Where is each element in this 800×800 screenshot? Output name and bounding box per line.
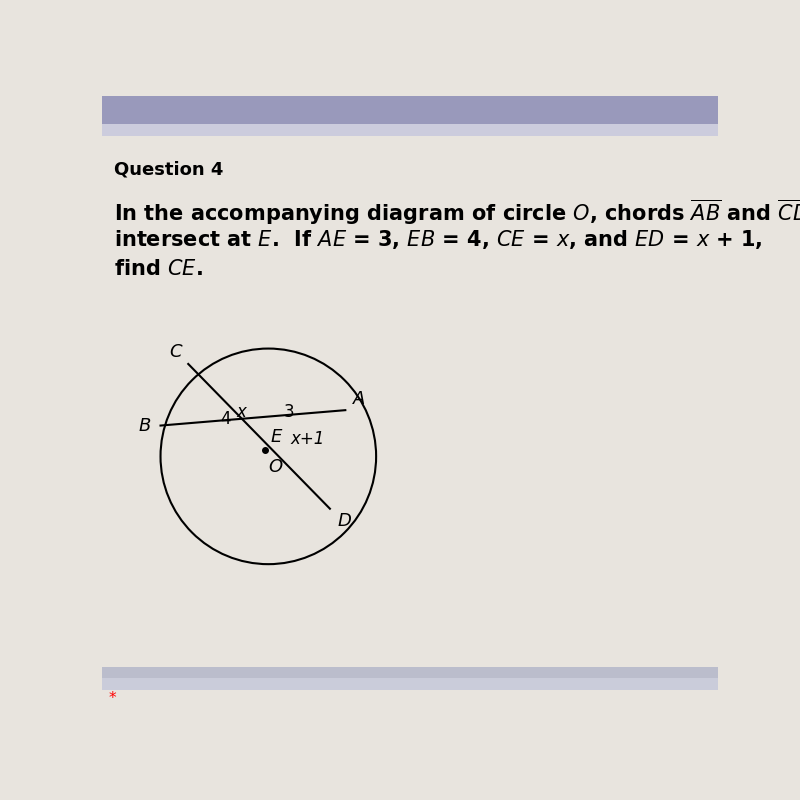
Bar	[102, 678, 718, 690]
Bar	[102, 96, 718, 124]
Text: 3: 3	[283, 403, 294, 421]
Text: intersect at $\it{E}$.  If $\it{AE}$ = 3, $\it{EB}$ = 4, $\it{CE}$ = $\it{x}$, a: intersect at $\it{E}$. If $\it{AE}$ = 3,…	[114, 229, 763, 251]
Text: *: *	[108, 691, 116, 706]
Text: docs.google.com/forms/viewform?vc=0&c=0&w=1: docs.google.com/forms/viewform?vc=0&c=0&…	[294, 109, 526, 118]
Text: Question 4: Question 4	[114, 161, 224, 178]
Text: 4: 4	[220, 410, 230, 429]
Text: x+1: x+1	[290, 430, 324, 448]
Text: B: B	[139, 417, 151, 434]
Bar	[102, 667, 718, 678]
Text: A: A	[353, 390, 365, 408]
Bar	[102, 124, 718, 136]
Text: find $\it{CE}$.: find $\it{CE}$.	[114, 259, 203, 279]
Text: D: D	[338, 512, 351, 530]
Text: E: E	[270, 428, 282, 446]
Text: In the accompanying diagram of circle $\it{O}$, chords $\overline{AB}$ and $\ove: In the accompanying diagram of circle $\…	[114, 198, 800, 226]
Text: C: C	[170, 343, 182, 361]
Text: x: x	[237, 403, 246, 421]
Text: O: O	[268, 458, 282, 476]
